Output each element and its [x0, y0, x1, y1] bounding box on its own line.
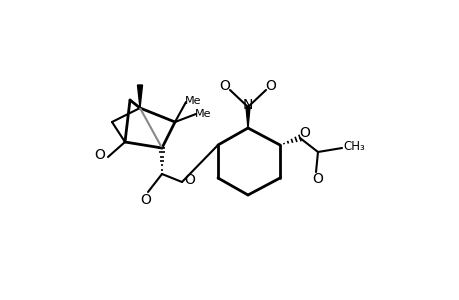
Text: Me: Me [185, 96, 201, 106]
Text: N: N [242, 98, 252, 112]
Text: Me: Me [194, 109, 211, 119]
Text: O: O [219, 79, 230, 93]
Text: O: O [95, 148, 105, 162]
Polygon shape [137, 85, 142, 108]
Text: O: O [184, 173, 195, 187]
Text: O: O [312, 172, 323, 186]
Text: O: O [299, 126, 310, 140]
Text: O: O [265, 79, 276, 93]
Text: O: O [140, 193, 151, 207]
Polygon shape [246, 107, 249, 128]
Text: CH₃: CH₃ [342, 140, 364, 152]
